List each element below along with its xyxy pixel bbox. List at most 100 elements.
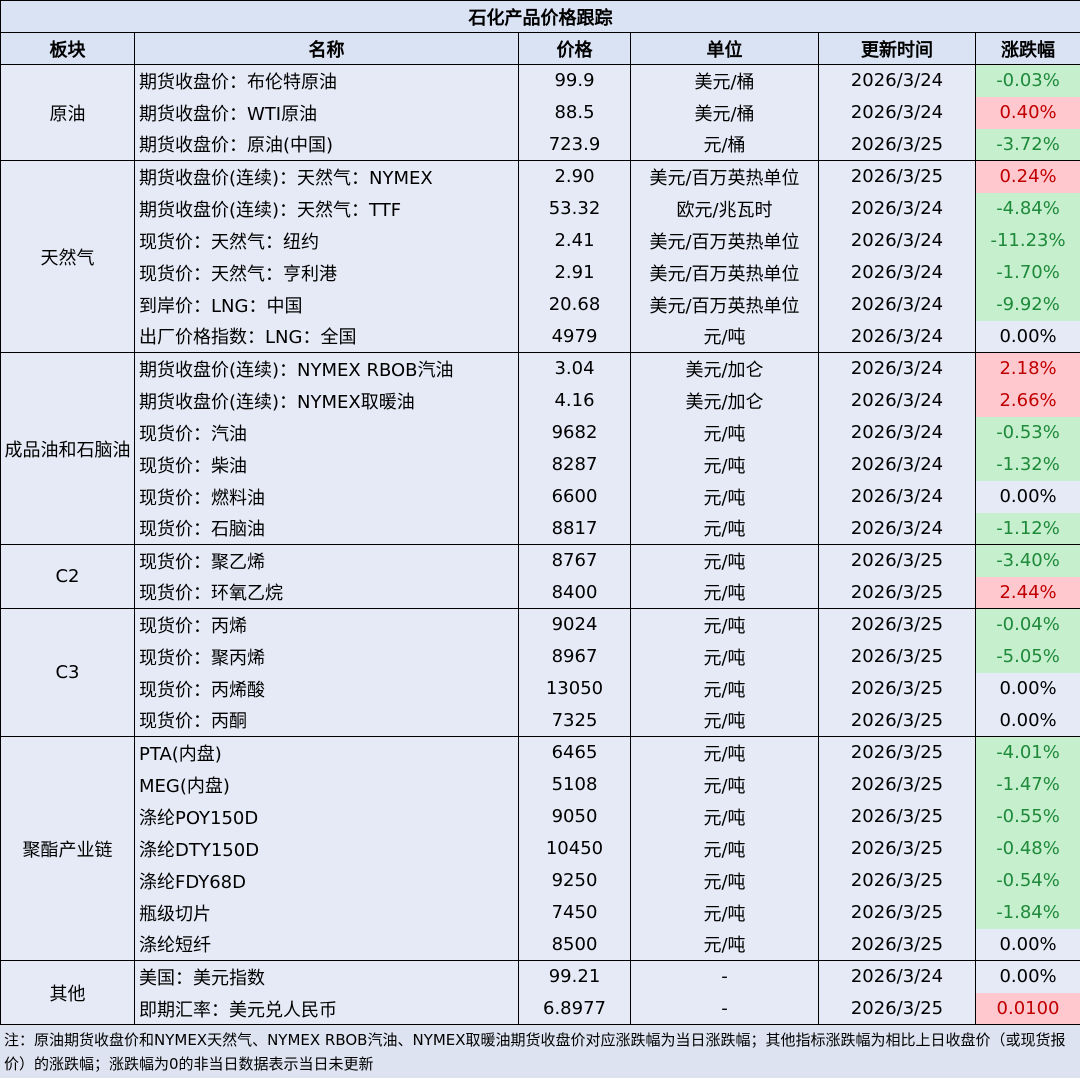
sector: 其他 xyxy=(0,960,135,1025)
item-name: 期货收盘价(连续)：NYMEX取暖油 xyxy=(134,384,519,417)
table-row: 成品油和石脑油 期货收盘价(连续)：NYMEX RBOB汽油 3.04 美元/加仑 20… xyxy=(0,352,1080,545)
table-row: 现货价：天然气：亨利港 2.91 美元/百万英热单位 2026/3/24 -1.70% xyxy=(1,256,1080,289)
price: 99.21 xyxy=(518,960,631,993)
update-date: 2026/3/24 xyxy=(818,320,976,353)
update-date: 2026/3/24 xyxy=(818,960,976,993)
table-row: 现货价：柴油 8287 元/吨 2026/3/24 -1.32% xyxy=(1,448,1080,481)
price: 9682 xyxy=(518,416,631,449)
table-title: 石化产品价格跟踪 xyxy=(0,0,1080,33)
unit: 美元/加仑 xyxy=(630,352,819,385)
unit: - xyxy=(630,992,819,1025)
item-name: 美国：美元指数 xyxy=(134,960,519,993)
unit: 欧元/兆瓦时 xyxy=(630,192,819,225)
table-row: 期货收盘价：WTI原油 88.5 美元/桶 2026/3/24 0.40% xyxy=(1,96,1080,129)
unit: 元/吨 xyxy=(630,608,819,641)
change: 0.24% xyxy=(974,160,1080,193)
column-header: 板块 xyxy=(0,32,135,65)
change: -4.84% xyxy=(974,192,1080,225)
unit: 美元/百万英热单位 xyxy=(630,256,819,289)
column-header: 价格 xyxy=(518,32,631,65)
sector: 天然气 xyxy=(0,160,135,353)
change: 0.00% xyxy=(974,704,1080,737)
price: 4.16 xyxy=(518,384,631,417)
table-row: 瓶级切片 7450 元/吨 2026/3/25 -1.84% xyxy=(1,896,1080,929)
change: 0.00% xyxy=(974,672,1080,705)
change: -4.01% xyxy=(974,736,1080,769)
price: 2.41 xyxy=(518,224,631,257)
unit: 美元/百万英热单位 xyxy=(630,224,819,257)
update-date: 2026/3/25 xyxy=(818,128,976,161)
item-name: 期货收盘价(连续)：NYMEX RBOB汽油 xyxy=(134,352,519,385)
update-date: 2026/3/24 xyxy=(818,64,976,97)
change: -9.92% xyxy=(974,288,1080,321)
change: -11.23% xyxy=(974,224,1080,257)
table-row: 期货收盘价(连续)：NYMEX取暖油 4.16 美元/加仑 2026/3/24 2.66… xyxy=(1,384,1080,417)
sector: 成品油和石脑油 xyxy=(0,352,135,545)
update-date: 2026/3/25 xyxy=(818,992,976,1025)
unit: - xyxy=(630,960,819,993)
price: 2.91 xyxy=(518,256,631,289)
column-header: 涨跌幅 xyxy=(974,32,1080,65)
item-name: 涤纶POY150D xyxy=(134,800,519,833)
sector: 原油 xyxy=(0,64,135,161)
update-date: 2026/3/25 xyxy=(818,928,976,961)
column-header: 单位 xyxy=(630,32,819,65)
item-name: 现货价：聚丙烯 xyxy=(134,640,519,673)
change: 2.18% xyxy=(974,352,1080,385)
update-date: 2026/3/25 xyxy=(818,800,976,833)
change: 2.44% xyxy=(974,576,1080,609)
change: -5.05% xyxy=(974,640,1080,673)
table-row: 聚酯产业链 PTA(内盘) 6465 元/吨 2026/3/25 -4.01% xyxy=(0,736,1080,961)
column-header: 更新时间 xyxy=(818,32,976,65)
change: 0.40% xyxy=(974,96,1080,129)
unit: 元/吨 xyxy=(630,640,819,673)
price: 88.5 xyxy=(518,96,631,129)
item-name: MEG(内盘) xyxy=(134,768,519,801)
update-date: 2026/3/25 xyxy=(818,832,976,865)
price: 2.90 xyxy=(518,160,631,193)
change: -0.55% xyxy=(974,800,1080,833)
price: 8767 xyxy=(518,544,631,577)
table-row: 现货价：汽油 9682 元/吨 2026/3/24 -0.53% xyxy=(1,416,1080,449)
update-date: 2026/3/25 xyxy=(818,672,976,705)
table-row: 到岸价：LNG：中国 20.68 美元/百万英热单位 2026/3/24 -9.92% xyxy=(1,288,1080,321)
unit: 元/吨 xyxy=(630,736,819,769)
update-date: 2026/3/24 xyxy=(818,448,976,481)
item-name: 现货价：聚乙烯 xyxy=(134,544,519,577)
item-name: 出厂价格指数：LNG：全国 xyxy=(134,320,519,353)
update-date: 2026/3/25 xyxy=(818,736,976,769)
price: 9024 xyxy=(518,608,631,641)
update-date: 2026/3/24 xyxy=(818,288,976,321)
update-date: 2026/3/24 xyxy=(818,480,976,513)
table-row: 现货价：石脑油 8817 元/吨 2026/3/24 -1.12% xyxy=(1,512,1080,545)
item-name: 涤纶短纤 xyxy=(134,928,519,961)
price: 8500 xyxy=(518,928,631,961)
price: 723.9 xyxy=(518,128,631,161)
change: 0.00% xyxy=(974,480,1080,513)
change: 0.00% xyxy=(974,960,1080,993)
unit: 美元/桶 xyxy=(630,64,819,97)
change: -0.53% xyxy=(974,416,1080,449)
change: -0.48% xyxy=(974,832,1080,865)
table-row: C2 现货价：聚乙烯 8767 元/吨 2026/3/25 -3.40% xyxy=(0,544,1080,609)
update-date: 2026/3/24 xyxy=(818,192,976,225)
price: 9050 xyxy=(518,800,631,833)
unit: 元/吨 xyxy=(630,928,819,961)
unit: 元/吨 xyxy=(630,448,819,481)
table-row: 即期汇率：美元兑人民币 6.8977-2026/3/25 0.0100 xyxy=(1,992,1080,1025)
table-row: 现货价：聚丙烯 8967 元/吨 2026/3/25 -5.05% xyxy=(1,640,1080,673)
update-date: 2026/3/25 xyxy=(818,896,976,929)
footnote: 注：原油期货收盘价和NYMEX天然气、NYMEX RBOB汽油、NYMEX取暖油… xyxy=(0,1024,1080,1078)
change: -1.32% xyxy=(974,448,1080,481)
change: 0.00% xyxy=(974,320,1080,353)
update-date: 2026/3/24 xyxy=(818,256,976,289)
sector: C2 xyxy=(0,544,135,609)
unit: 元/吨 xyxy=(630,800,819,833)
update-date: 2026/3/25 xyxy=(818,544,976,577)
unit: 元/吨 xyxy=(630,576,819,609)
change: -0.03% xyxy=(974,64,1080,97)
update-date: 2026/3/25 xyxy=(818,704,976,737)
unit: 元/吨 xyxy=(630,512,819,545)
table-row: 期货收盘价(连续)：天然气：TTF 53.32 欧元/兆瓦时 2026/3/24 -4.… xyxy=(1,192,1080,225)
item-name: 瓶级切片 xyxy=(134,896,519,929)
